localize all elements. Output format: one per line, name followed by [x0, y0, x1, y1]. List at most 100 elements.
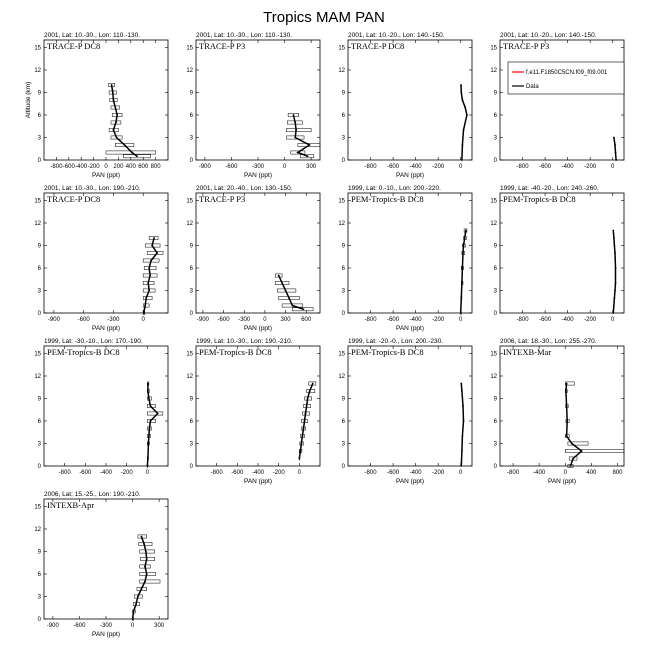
- x-tick-label: -400: [410, 470, 423, 476]
- data-point: [459, 312, 462, 314]
- data-point: [131, 151, 133, 154]
- panel-3: 2001, Lat: 10.-20., Lon: 140.-150. TRACE-…: [338, 32, 473, 179]
- data-line: [131, 536, 148, 620]
- panel-label: TRACE-P P3: [199, 41, 245, 51]
- data-point: [277, 274, 280, 277]
- panel-header: 1999, Lat: 10.-30., Lon: 190.-210.: [196, 338, 293, 345]
- data-point: [156, 252, 158, 254]
- panel-6: 2001, Lat: 20.-40., Lon: 130.-150. TRACE-…: [186, 185, 321, 332]
- x-tick-label: 800: [151, 164, 162, 170]
- panel-2: 2001, Lat: 10.-30., Lon: 110.-130. TRACE-…: [186, 32, 321, 179]
- y-tick-label: 9: [38, 91, 42, 97]
- x-tick-label: -800: [517, 164, 530, 170]
- data-point: [462, 244, 465, 247]
- data-point: [132, 610, 135, 613]
- panel-frame: [499, 345, 625, 467]
- x-tick-label: -200: [584, 164, 597, 170]
- x-tick-label: -800: [50, 164, 63, 170]
- data-point: [460, 382, 463, 385]
- legend-box: [507, 61, 625, 95]
- error-bar: [290, 150, 306, 155]
- data-point: [464, 229, 467, 232]
- data-point: [462, 420, 465, 422]
- data-point: [148, 267, 151, 269]
- x-tick-label: -600: [539, 317, 552, 323]
- data-point: [461, 435, 464, 437]
- panel-9: 1999, Lat: -30.-10., Lon: 170.-190. PEM-T…: [34, 338, 169, 476]
- data-point: [295, 129, 297, 131]
- data-point: [572, 457, 574, 460]
- x-axis-label: PAN (ppt): [396, 172, 424, 179]
- panel-header: 1999, Lat: -20.-0., Lon: 200.-230.: [348, 338, 443, 345]
- x-tick-label: -900: [47, 623, 60, 629]
- data-point: [294, 121, 297, 124]
- panel-frame: [43, 39, 169, 161]
- data-point: [146, 382, 149, 385]
- data-point: [461, 99, 464, 101]
- error-bar: [140, 557, 155, 561]
- data-point: [298, 457, 301, 460]
- y-tick-label: 15: [338, 46, 345, 52]
- data-point: [311, 382, 314, 385]
- y-tick-label: 9: [190, 244, 194, 250]
- data-point: [460, 297, 463, 299]
- x-tick-label: 0: [459, 470, 463, 476]
- data-point: [299, 450, 302, 452]
- error-bar: [138, 542, 153, 546]
- y-tick-label: 15: [338, 352, 345, 358]
- data-point: [147, 282, 150, 284]
- x-tick-label: 0: [104, 164, 108, 170]
- x-tick-label: -600: [63, 164, 76, 170]
- error-bar: [123, 154, 151, 159]
- y-tick-label: 6: [190, 419, 194, 425]
- error-bar: [565, 381, 575, 386]
- x-tick-label: -200: [432, 470, 445, 476]
- y-tick-label: 3: [494, 442, 498, 448]
- y-tick-label: 3: [494, 289, 498, 295]
- y-tick-label: 12: [490, 68, 497, 74]
- y-tick-label: 0: [494, 464, 498, 470]
- error-bar: [142, 303, 150, 308]
- data-point: [308, 390, 311, 392]
- data-point: [301, 435, 304, 437]
- panel-frame: [499, 39, 625, 161]
- y-tick-label: 12: [338, 374, 345, 380]
- data-point: [460, 282, 463, 284]
- data-point: [462, 405, 464, 407]
- y-tick-label: 3: [38, 595, 42, 601]
- x-tick-label: 0: [298, 470, 302, 476]
- y-tick-label: 9: [38, 244, 42, 250]
- panel-header: 2001, Lat: 10.-30., Lon: 110.-130.: [196, 32, 292, 39]
- x-tick-label: 0: [611, 317, 615, 323]
- data-point: [144, 580, 146, 583]
- y-tick-label: 15: [34, 505, 41, 511]
- y-tick-label: 12: [186, 68, 193, 74]
- data-point: [303, 420, 306, 422]
- x-tick-label: -600: [78, 317, 91, 323]
- x-tick-label: -800: [211, 470, 224, 476]
- data-point: [115, 136, 118, 139]
- x-tick-label: 300: [154, 623, 165, 629]
- error-bar: [139, 572, 156, 576]
- panel-frame: [347, 39, 473, 161]
- x-tick-label: -400: [533, 470, 546, 476]
- data-point: [461, 144, 464, 146]
- panel-5: 2001, Lat: 10.-30., Lon: 190.-210. TRACE-…: [34, 185, 169, 332]
- y-tick-label: 0: [190, 158, 194, 164]
- data-point: [460, 84, 462, 86]
- x-tick-label: -800: [59, 470, 72, 476]
- x-axis-label: PAN (ppt): [244, 325, 272, 332]
- x-tick-label: -400: [75, 164, 88, 170]
- y-tick-label: 6: [494, 113, 498, 119]
- x-tick-label: -600: [539, 164, 552, 170]
- y-tick-label: 3: [494, 136, 498, 142]
- y-tick-label: 9: [494, 91, 498, 97]
- panel-13: 2006, Lat: 15.-25., Lon: 190.-210. INTEXB…: [34, 491, 169, 638]
- y-tick-label: 12: [490, 374, 497, 380]
- y-tick-label: 12: [338, 68, 345, 74]
- x-tick-label: 0: [263, 317, 267, 323]
- data-point: [135, 603, 138, 605]
- figure-title: Tropics MAM PAN: [263, 9, 385, 26]
- error-bar: [567, 441, 589, 446]
- y-tick-label: 9: [494, 397, 498, 403]
